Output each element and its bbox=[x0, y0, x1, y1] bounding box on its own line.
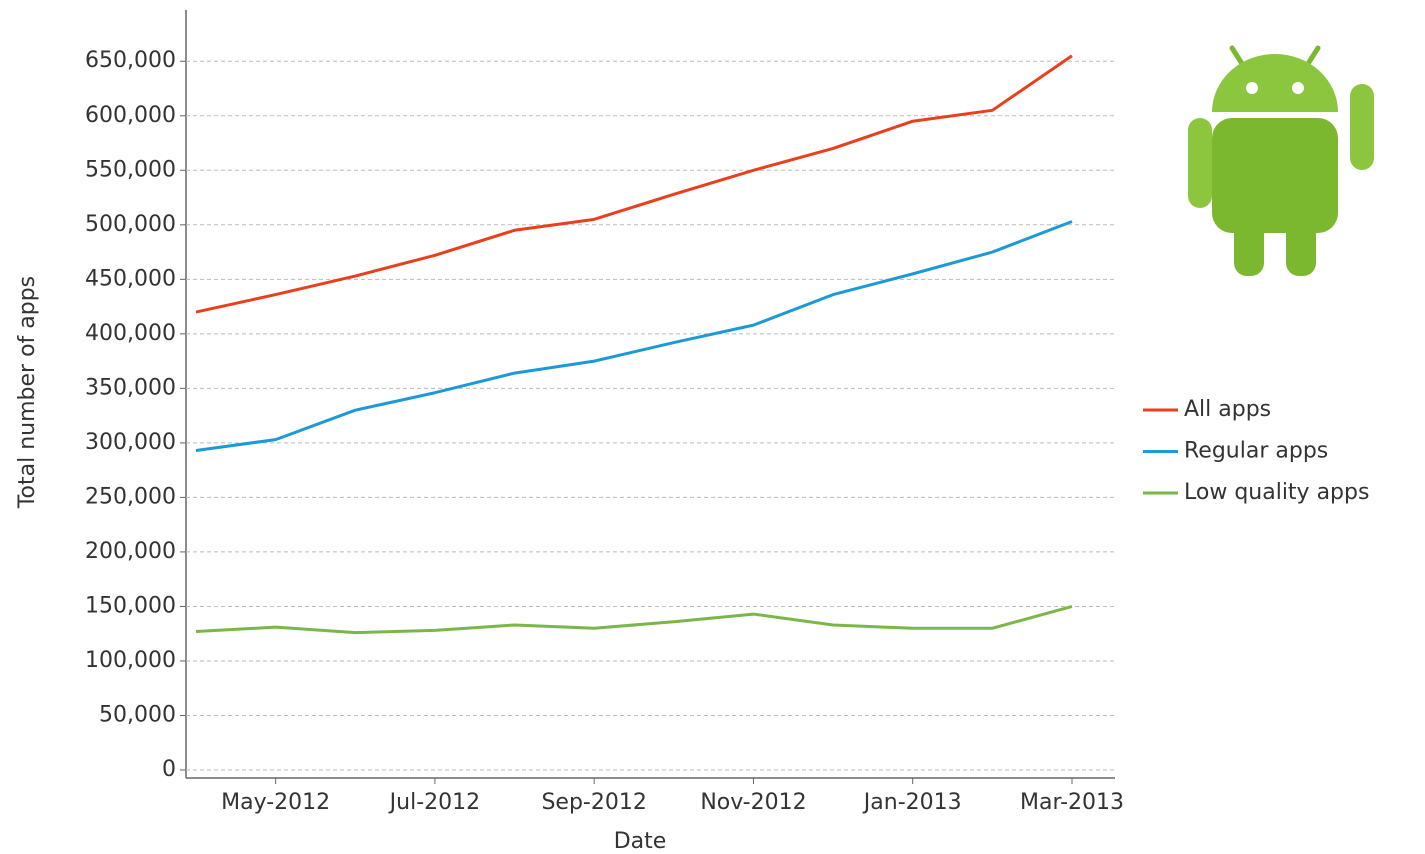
legend-label: All apps bbox=[1184, 397, 1271, 422]
y-tick-label: 450,000 bbox=[85, 266, 176, 291]
y-tick-label: 150,000 bbox=[85, 593, 176, 618]
x-tick-label: Mar-2013 bbox=[1020, 790, 1124, 815]
y-tick-label: 550,000 bbox=[85, 157, 176, 182]
android-icon bbox=[1188, 48, 1374, 276]
y-tick-label: 200,000 bbox=[85, 539, 176, 564]
y-tick-label: 350,000 bbox=[85, 375, 176, 400]
x-tick-label: Jul-2012 bbox=[388, 790, 480, 815]
y-tick-label: 100,000 bbox=[85, 648, 176, 673]
x-tick-label: Sep-2012 bbox=[541, 790, 646, 815]
y-tick-label: 50,000 bbox=[99, 702, 176, 727]
y-tick-label: 0 bbox=[162, 757, 176, 782]
chart: Date Total number of apps 0 50,000 100,000… bbox=[0, 0, 1425, 854]
x-tick-label: May-2012 bbox=[221, 790, 330, 815]
y-tick-label: 600,000 bbox=[85, 103, 176, 128]
x-axis-title: Date bbox=[614, 829, 667, 854]
series-line bbox=[196, 56, 1072, 312]
series-line bbox=[196, 222, 1072, 451]
y-axis-title: Total number of apps bbox=[15, 276, 40, 509]
y-tick-label: 400,000 bbox=[85, 321, 176, 346]
x-tick-label: Nov-2012 bbox=[700, 790, 806, 815]
legend-label: Regular apps bbox=[1184, 439, 1328, 464]
legend-label: Low quality apps bbox=[1184, 480, 1369, 505]
y-tick-label: 650,000 bbox=[85, 48, 176, 73]
y-tick-label: 250,000 bbox=[85, 484, 176, 509]
y-tick-label: 300,000 bbox=[85, 430, 176, 455]
x-tick-label: Jan-2013 bbox=[862, 790, 962, 815]
y-tick-label: 500,000 bbox=[85, 212, 176, 237]
series-line bbox=[196, 606, 1072, 632]
page: Date Total number of apps 0 50,000 100,000… bbox=[0, 0, 1425, 854]
